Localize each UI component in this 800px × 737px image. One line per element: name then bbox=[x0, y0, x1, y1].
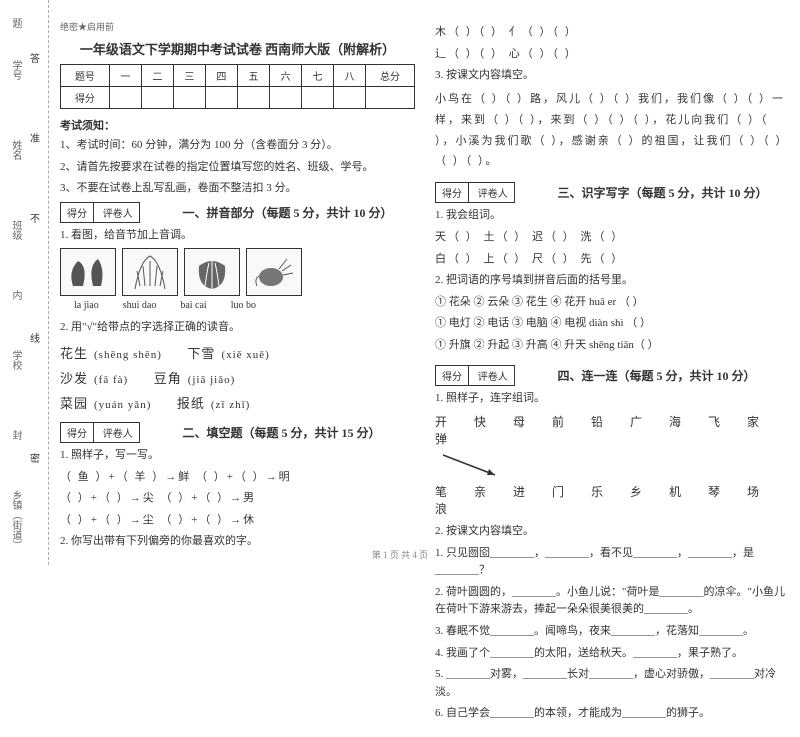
picture-cabbage bbox=[184, 248, 240, 296]
section-header: 得分 评卷人 四、连一连（每题 5 分，共计 10 分） bbox=[435, 365, 790, 386]
section-title: 四、连一连（每题 5 分，共计 10 分） bbox=[558, 369, 756, 383]
mini-score-box: 得分 评卷人 bbox=[435, 182, 515, 203]
pinyin-row: la jiao shui dao bai cai luo bo bbox=[74, 300, 415, 311]
word-row: 菜园(yuán yǎn) 报纸(zǐ zhǐ) bbox=[60, 393, 415, 412]
binding-field: 线 bbox=[30, 330, 40, 345]
binding-label-name: 姓名 bbox=[8, 140, 23, 160]
left-column: 绝密★启用前 一年级语文下学期期中考试试卷 西南师大版（附解析） 题号 一 二 … bbox=[60, 20, 415, 727]
binding-field: 答 bbox=[30, 50, 40, 65]
fill-line: 5. ________对雾，________长对________，虚心对骄傲，_… bbox=[435, 666, 790, 701]
fill-line: 4. 我画了个________的太阳，送给秋天。________，果子熟了。 bbox=[435, 645, 790, 663]
fill-line: 木（ ）（ ） 亻（ ）（ ） bbox=[435, 24, 790, 42]
section-header: 得分 评卷人 一、拼音部分（每题 5 分，共计 10 分） bbox=[60, 202, 415, 223]
table-row: 得分 bbox=[61, 87, 415, 109]
section-title: 一、拼音部分（每题 5 分，共计 10 分） bbox=[183, 206, 393, 220]
fill-line: （ ）+（ ）→尘 （ ）+（ ）→休 bbox=[60, 512, 415, 530]
question: 1. 看图，给音节加上音调。 bbox=[60, 227, 415, 245]
section-header: 得分 评卷人 三、识字写字（每题 5 分，共计 10 分） bbox=[435, 182, 790, 203]
binding-label: 内 bbox=[8, 290, 23, 300]
option-line: ① 电灯 ② 电话 ③ 电脑 ④ 电视 diàn shì （ ） bbox=[435, 315, 790, 333]
binding-field: 准 bbox=[30, 130, 40, 145]
word-pair: 天（ ） 土（ ） 迟（ ） 洗（ ） bbox=[435, 229, 790, 247]
binding-label: 题 bbox=[8, 18, 23, 28]
notice-item: 3、不要在试卷上乱写乱画，卷面不整洁扣 3 分。 bbox=[60, 180, 415, 198]
option-line: ① 升旗 ② 升起 ③ 升高 ④ 升天 shēng tiān（ ） bbox=[435, 337, 790, 355]
passage-fill: 小鸟在（ ）（ ）路，风儿（ ）（ ）我们，我们像（ ）（ ）一样，来到（ ）（… bbox=[435, 89, 790, 173]
picture-rice bbox=[122, 248, 178, 296]
mini-score-box: 得分 评卷人 bbox=[60, 422, 140, 443]
char-row-top: 开 快 母 前 铅 广 海 飞 家 弹 bbox=[435, 413, 790, 447]
page-footer: 第 1 页 共 4 页 bbox=[0, 548, 800, 561]
question: 2. 用"√"给带点的字选择正确的读音。 bbox=[60, 319, 415, 337]
fill-line: 辶（ ）（ ） 心（ ）（ ） bbox=[435, 46, 790, 64]
table-row: 题号 一 二 三 四 五 六 七 八 总分 bbox=[61, 65, 415, 87]
binding-label: 封 bbox=[8, 430, 23, 440]
option-line: ① 花朵 ② 云朵 ③ 花生 ④ 花开 huā er （ ） bbox=[435, 294, 790, 312]
word-row: 花生(shēng shēn) 下雪(xiě xuě) bbox=[60, 343, 415, 362]
question: 2. 按课文内容填空。 bbox=[435, 523, 790, 541]
fill-line: （ 鱼 ）+（ 羊 ）→鲜 （ ）+（ ）→明 bbox=[60, 469, 415, 487]
binding-margin: 题 答 学号 准 姓名 不 班级 内 线 学校 封 密 乡镇（街道） bbox=[0, 0, 55, 565]
connect-arrow bbox=[435, 453, 790, 477]
question: 1. 我会组词。 bbox=[435, 207, 790, 225]
word-row: 沙发(fā fà) 豆角(jiā jiǎo) bbox=[60, 368, 415, 387]
fill-line: （ ）+（ ）→尖 （ ）+（ ）→男 bbox=[60, 490, 415, 508]
score-table: 题号 一 二 三 四 五 六 七 八 总分 得分 bbox=[60, 64, 415, 109]
section-title: 二、填空题（每题 5 分，共计 15 分） bbox=[183, 426, 381, 440]
binding-label-id: 学号 bbox=[8, 60, 23, 80]
binding-label-class: 班级 bbox=[8, 220, 23, 240]
question: 3. 按课文内容填空。 bbox=[435, 67, 790, 85]
binding-field: 密 bbox=[30, 450, 40, 465]
notice-item: 2、请首先按要求在试卷的指定位置填写您的姓名、班级、学号。 bbox=[60, 159, 415, 177]
picture-row bbox=[60, 248, 415, 296]
picture-pepper bbox=[60, 248, 116, 296]
binding-field: 不 bbox=[30, 210, 40, 225]
picture-radish bbox=[246, 248, 302, 296]
question: 1. 照样子，连字组词。 bbox=[435, 390, 790, 408]
binding-label-town: 乡镇（街道） bbox=[8, 490, 23, 550]
binding-dashed-line bbox=[48, 0, 49, 565]
exam-title: 一年级语文下学期期中考试试卷 西南师大版（附解析） bbox=[60, 39, 415, 58]
question: 2. 把词语的序号填到拼音后面的括号里。 bbox=[435, 272, 790, 290]
fill-line: 3. 春眠不觉________。闻啼鸟，夜来________，花落知______… bbox=[435, 623, 790, 641]
binding-label-school: 学校 bbox=[8, 350, 23, 370]
mini-score-box: 得分 评卷人 bbox=[60, 202, 140, 223]
section-header: 得分 评卷人 二、填空题（每题 5 分，共计 15 分） bbox=[60, 422, 415, 443]
question: 1. 照样子，写一写。 bbox=[60, 447, 415, 465]
fill-line: 2. 荷叶圆圆的，________。小鱼儿说："荷叶是________的凉伞。"… bbox=[435, 584, 790, 619]
section-title: 三、识字写字（每题 5 分，共计 10 分） bbox=[558, 186, 768, 200]
char-row-bottom: 笔 亲 进 门 乐 乡 机 琴 场 浪 bbox=[435, 483, 790, 517]
fill-line: 6. 自己学会________的本领，才能成为________的狮子。 bbox=[435, 705, 790, 723]
word-pair: 白（ ） 上（ ） 尺（ ） 先（ ） bbox=[435, 251, 790, 269]
secret-line: 绝密★启用前 bbox=[60, 20, 415, 33]
notice-item: 1、考试时间：60 分钟，满分为 100 分（含卷面分 3 分）。 bbox=[60, 137, 415, 155]
notice-heading: 考试须知： bbox=[60, 117, 415, 133]
right-column: 木（ ）（ ） 亻（ ）（ ） 辶（ ）（ ） 心（ ）（ ） 3. 按课文内容… bbox=[435, 20, 790, 727]
mini-score-box: 得分 评卷人 bbox=[435, 365, 515, 386]
